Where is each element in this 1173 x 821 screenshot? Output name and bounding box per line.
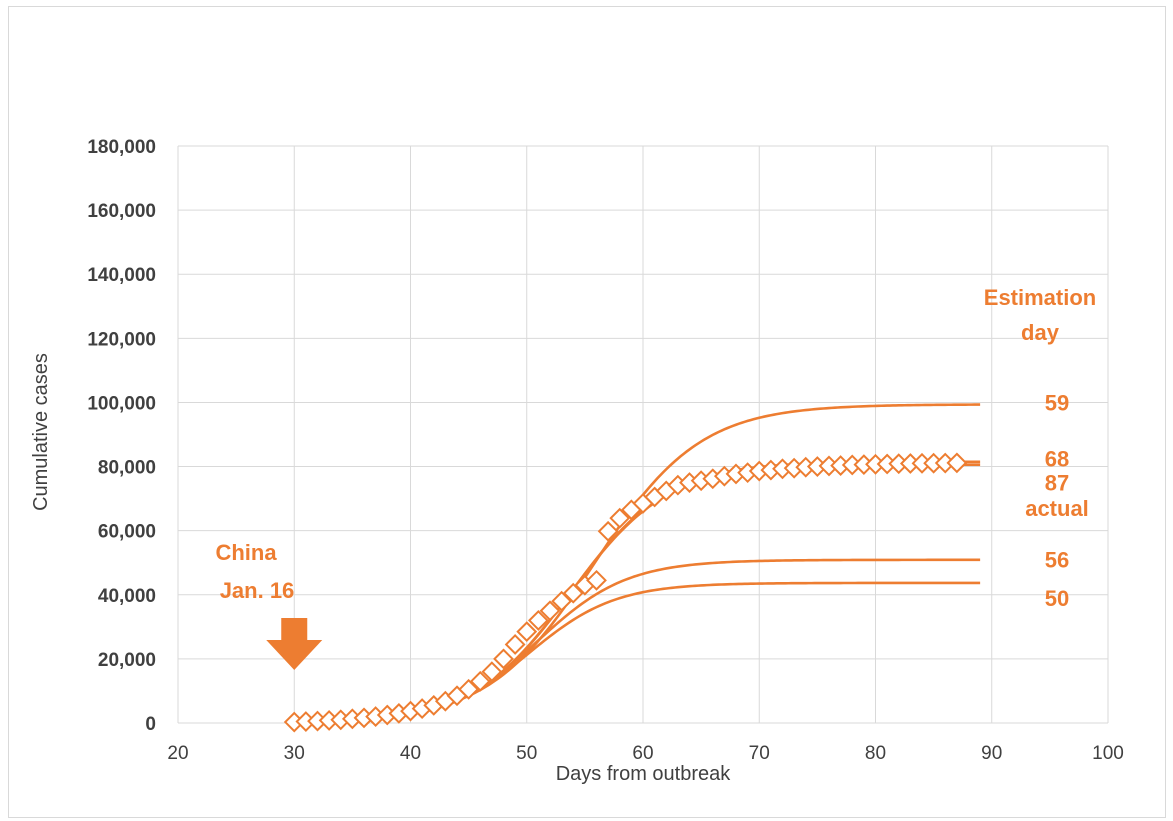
series-label-68: 68 [1045, 447, 1069, 472]
y-tick-label: 100,000 [87, 393, 156, 414]
actual-marker [527, 610, 549, 631]
x-tick-label: 20 [167, 743, 188, 764]
fit-curves [294, 403, 981, 724]
x-tick-label: 50 [516, 743, 537, 764]
actual-marker [539, 600, 561, 622]
legend-title-line2: day [1021, 320, 1060, 345]
event-label-line2: Jan. 16 [220, 578, 295, 603]
x-tick-label: 70 [749, 743, 770, 764]
x-tick-label: 40 [400, 743, 421, 764]
actual-marker [597, 520, 619, 542]
x-tick-label: 60 [632, 743, 653, 764]
y-tick-label: 140,000 [87, 265, 156, 286]
x-tick-label: 80 [865, 743, 886, 764]
actual-marker [469, 670, 491, 692]
x-axis-title: Days from outbreak [556, 763, 732, 785]
x-tick-label: 100 [1092, 743, 1124, 764]
series-label-59: 59 [1045, 390, 1069, 415]
actual-marker [562, 582, 584, 604]
event-arrow-icon [266, 618, 323, 670]
actual-marker [504, 634, 526, 655]
actual-marker [551, 590, 573, 612]
y-tick-label: 0 [145, 714, 156, 735]
actual-marker [458, 678, 480, 700]
chart-frame [8, 6, 1166, 818]
tick-labels: 20 30 40 50 60 70 80 90 100 0 20,000 40,000 60,000 80… [87, 137, 1124, 764]
y-tick-label: 160,000 [87, 201, 156, 222]
actual-marker [946, 452, 968, 474]
actual-marker [493, 648, 514, 670]
legend-title-line1: Estimation [984, 285, 1096, 310]
x-tick-label: 30 [284, 743, 305, 764]
y-tick-label: 80,000 [98, 458, 156, 479]
actual-marker [609, 507, 631, 529]
fit-curve-50 [294, 581, 981, 724]
fit-curve-59 [294, 403, 981, 724]
series-label-actual: actual [1025, 496, 1089, 521]
y-tick-label: 20,000 [98, 650, 156, 671]
gridlines [177, 145, 1109, 724]
y-tick-label: 120,000 [87, 329, 156, 350]
y-tick-label: 60,000 [98, 522, 156, 543]
series-label-56: 56 [1045, 548, 1069, 573]
actual-marker [516, 621, 538, 643]
y-axis-title: Cumulative cases [30, 353, 52, 511]
y-tick-label: 180,000 [87, 137, 156, 158]
actual-marker [586, 569, 607, 591]
y-tick-label: 40,000 [98, 586, 156, 607]
actual-marker [481, 661, 503, 683]
x-tick-label: 90 [981, 743, 1002, 764]
actual-markers [283, 452, 968, 733]
series-label-87: 87 [1045, 471, 1069, 496]
event-label-line1: China [215, 540, 277, 565]
series-label-50: 50 [1045, 586, 1069, 611]
